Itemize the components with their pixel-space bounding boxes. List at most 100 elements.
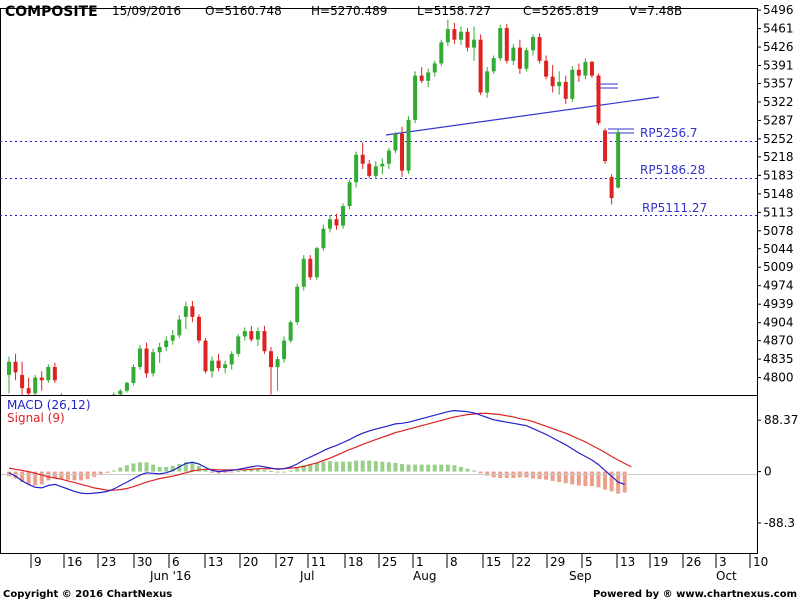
macd-hist-bar (59, 471, 64, 480)
candle-body (255, 331, 260, 340)
signal-line (8, 412, 632, 491)
candle-body (616, 132, 621, 188)
level-labels: RP5256.7 RP5186.28 RP5111.27 (640, 126, 707, 215)
candle-body (393, 133, 398, 151)
x-day-label: 1 (416, 555, 424, 569)
candle-body (314, 248, 319, 278)
x-day-label: 10 (753, 555, 768, 569)
candle-body (216, 360, 221, 369)
candle-body (196, 316, 201, 341)
candle-body (236, 336, 241, 354)
price-tick-label: 5113 (763, 205, 794, 219)
macd-hist-bar (583, 471, 588, 487)
macd-hist-bar (223, 471, 228, 473)
macd-hist-bar (314, 462, 319, 472)
price-tick-label: 5357 (763, 76, 794, 90)
price-tick-label: 5496 (763, 3, 794, 17)
x-day-label: 11 (311, 555, 326, 569)
macd-hist-bar (386, 462, 391, 472)
candle-body (550, 76, 555, 87)
macd-hist-bar (465, 468, 470, 472)
candle-body (583, 61, 588, 76)
candle-body (118, 390, 123, 395)
candle-body (458, 31, 463, 40)
price-tick-label: 5461 (763, 22, 794, 36)
close-label: C=5265.819 (523, 4, 599, 18)
candle-body (596, 75, 601, 124)
x-day-label: 15 (486, 555, 501, 569)
macd-hist-bar (354, 460, 359, 472)
candle-body (400, 133, 404, 171)
price-tick-label: 5426 (763, 40, 794, 54)
macd-hist-bar (255, 468, 260, 472)
candle-body (223, 364, 228, 369)
candle-body (341, 205, 346, 226)
x-month-label: Aug (413, 569, 436, 583)
x-day-label: 25 (382, 555, 397, 569)
candle-body (131, 367, 136, 383)
macd-hist-bar (190, 462, 195, 472)
open-label: O=5160.748 (205, 4, 282, 18)
price-tick-label: 5183 (763, 168, 794, 182)
macd-hist-bar (327, 461, 332, 472)
macd-hist-bar (216, 471, 221, 474)
price-tick-label: 5322 (763, 95, 794, 109)
x-day-label: 22 (516, 555, 531, 569)
high-label: H=5270.489 (311, 4, 387, 18)
candle-body (557, 81, 562, 87)
x-day-label: 3 (719, 555, 727, 569)
price-tick-label: 4870 (763, 334, 794, 348)
candle-body (609, 176, 614, 199)
candle-body (603, 130, 608, 162)
level-label-5111: RP5111.27 (642, 201, 707, 215)
macd-hist-bar (203, 469, 208, 472)
candle-body (183, 306, 188, 317)
macd-tick-label: -88.3 (764, 516, 795, 530)
candle-body (511, 47, 516, 61)
candle-body (203, 340, 208, 372)
x-month-label: Jul (299, 569, 314, 583)
x-day-label: 13 (208, 555, 223, 569)
macd-hist-bar (458, 466, 463, 472)
macd-hist-bar (138, 462, 142, 472)
macd-hist-bar (400, 464, 404, 472)
macd-hist-bar (177, 464, 182, 472)
candle-body (524, 50, 529, 69)
macd-hist-bar (111, 470, 116, 472)
macd-hist-bar (13, 471, 18, 479)
macd-hist-bar (196, 465, 201, 472)
macd-hist-bar (531, 471, 535, 479)
macd-hist-bar (157, 466, 162, 472)
candle-body (327, 219, 332, 229)
candle-body (531, 37, 535, 51)
price-tick-label: 5252 (763, 132, 794, 146)
macd-hist-bar (347, 461, 352, 472)
signal-legend: Signal (9) (7, 411, 65, 425)
candle-body (170, 335, 175, 341)
macd-hist-bar (308, 464, 313, 472)
macd-hist-bar (341, 461, 346, 472)
macd-hist-bar (334, 461, 339, 472)
candle-body (517, 47, 522, 69)
macd-hist-bar (85, 471, 90, 480)
macd-hist-bar (321, 461, 326, 472)
macd-hist-bar (380, 461, 385, 472)
macd-hist-bar (33, 471, 38, 486)
candle-body (157, 346, 162, 353)
x-month-label: Oct (716, 569, 737, 583)
price-tick-label: 5044 (763, 242, 794, 256)
macd-hist-bar (478, 471, 483, 474)
x-day-label: 19 (653, 555, 668, 569)
candle-body (367, 163, 372, 176)
macd-hist-bar (46, 471, 51, 481)
candle-body (432, 63, 437, 73)
candle-body (295, 286, 300, 323)
candle-body (465, 31, 470, 48)
macd-hist-bar (65, 471, 70, 480)
x-day-label: 9 (34, 555, 42, 569)
macd-hist-bar (164, 466, 169, 472)
level-label-5256: RP5256.7 (640, 126, 698, 140)
macd-hist-bar (269, 471, 273, 473)
candle-body (288, 322, 293, 341)
